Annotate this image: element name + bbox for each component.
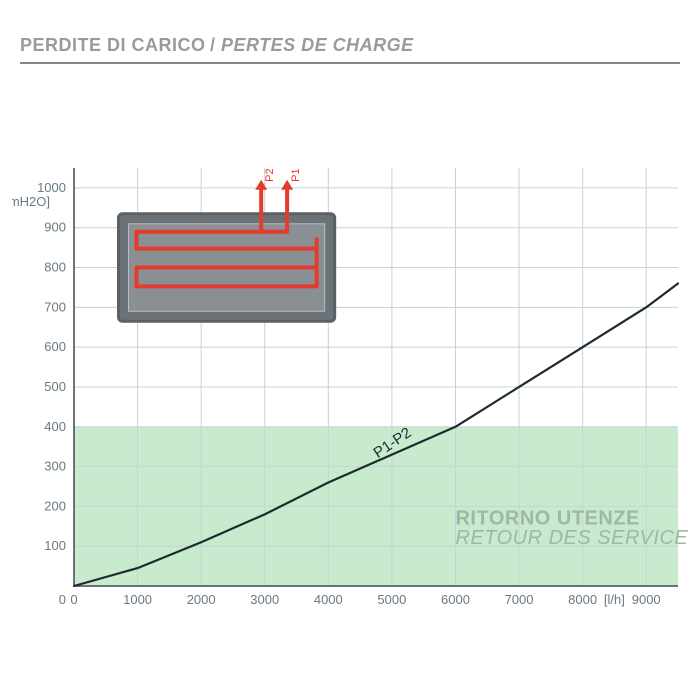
y-tick-label: 700 xyxy=(44,299,66,314)
x-tick-label: 1000 xyxy=(123,592,152,607)
x-axis-label: [l/h] xyxy=(604,592,625,607)
y-tick-label: 500 xyxy=(44,379,66,394)
x-tick-label: 5000 xyxy=(377,592,406,607)
y-tick-label: 300 xyxy=(44,459,66,474)
title-primary: PERDITE DI CARICO xyxy=(20,35,206,55)
chart-title: PERDITE DI CARICO / PERTES DE CHARGE xyxy=(20,35,680,64)
legend-primary: RITORNO UTENZE xyxy=(455,507,639,529)
pressure-drop-chart: 0100020003000400050006000700080009000[l/… xyxy=(12,150,688,620)
diagram-label-p2: P2 xyxy=(264,168,276,181)
legend-secondary: RETOUR DES SERVICES xyxy=(455,527,688,549)
y-tick-label: 100 xyxy=(44,538,66,553)
x-tick-label: 3000 xyxy=(250,592,279,607)
x-tick-label: 9000 xyxy=(632,592,661,607)
x-tick-label: 4000 xyxy=(314,592,343,607)
x-tick-label: 0 xyxy=(70,592,77,607)
y-tick-label: 400 xyxy=(44,419,66,434)
y-tick-label: 600 xyxy=(44,339,66,354)
title-secondary: PERTES DE CHARGE xyxy=(221,35,414,55)
y-axis-label: [mmH2O] xyxy=(12,194,50,209)
y-tick-label: 200 xyxy=(44,498,66,513)
x-tick-label: 2000 xyxy=(187,592,216,607)
x-tick-label: 7000 xyxy=(505,592,534,607)
x-tick-label: 6000 xyxy=(441,592,470,607)
y-tick-label: 800 xyxy=(44,260,66,275)
title-rule xyxy=(20,62,680,64)
y-tick-label: 1000 xyxy=(37,180,66,195)
title-separator: / xyxy=(210,35,221,55)
x-tick-label: 8000 xyxy=(568,592,597,607)
diagram-label-p1: P1 xyxy=(290,168,302,181)
y-tick-label: 900 xyxy=(44,220,66,235)
svg-text:0: 0 xyxy=(59,592,66,607)
